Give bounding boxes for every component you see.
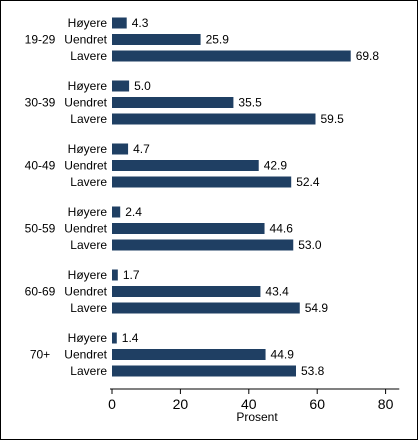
bar bbox=[112, 349, 266, 360]
bar bbox=[112, 302, 300, 314]
bar bbox=[112, 17, 127, 29]
bar-value-label: 4.3 bbox=[132, 16, 149, 30]
bar-value-label: 43.4 bbox=[265, 285, 289, 299]
bar bbox=[112, 365, 296, 377]
bar bbox=[112, 206, 121, 218]
bar bbox=[112, 143, 129, 155]
x-tick-label: 20 bbox=[173, 396, 189, 412]
bar-category-label: Høyere bbox=[68, 16, 108, 30]
bar-category-label: Lavere bbox=[70, 175, 107, 189]
bar-category-label: Uendret bbox=[64, 159, 107, 173]
bar-value-label: 1.4 bbox=[122, 331, 139, 345]
plot-area: 19-29 Høyere 4.3 Uendret 25.9 Lavere 69.8 30-39… bbox=[25, 16, 400, 412]
bar-category-label: Høyere bbox=[68, 79, 108, 93]
group-label: 50-59 bbox=[25, 222, 56, 236]
group-label: 30-39 bbox=[25, 96, 56, 110]
bar bbox=[112, 34, 201, 45]
bar bbox=[112, 223, 265, 234]
bar-value-label: 42.9 bbox=[264, 159, 288, 173]
group-label: 70+ bbox=[30, 348, 50, 362]
bar-category-label: Uendret bbox=[64, 285, 107, 299]
bar-category-label: Lavere bbox=[70, 49, 107, 63]
bar-category-label: Uendret bbox=[64, 222, 107, 236]
x-tick-label: 60 bbox=[309, 396, 325, 412]
bar-value-label: 69.8 bbox=[356, 49, 380, 63]
x-tick-label: 40 bbox=[241, 396, 257, 412]
bar-value-label: 53.8 bbox=[301, 364, 325, 378]
bar bbox=[112, 269, 118, 281]
bar-category-label: Høyere bbox=[68, 205, 108, 219]
bar-value-label: 52.4 bbox=[296, 175, 320, 189]
bar bbox=[112, 80, 130, 92]
bar bbox=[112, 50, 351, 62]
bar-category-label: Høyere bbox=[68, 331, 108, 345]
bar-value-label: 54.9 bbox=[305, 301, 329, 315]
bar bbox=[112, 176, 292, 188]
group-label: 40-49 bbox=[25, 159, 56, 173]
bar bbox=[112, 239, 294, 251]
x-axis-label: Prosent bbox=[236, 410, 278, 424]
bar-value-label: 59.5 bbox=[320, 112, 344, 126]
bar bbox=[112, 286, 261, 297]
bar-value-label: 53.0 bbox=[298, 238, 322, 252]
bar-category-label: Uendret bbox=[64, 33, 107, 47]
bar bbox=[112, 160, 259, 171]
bar-value-label: 1.7 bbox=[123, 268, 140, 282]
bar-value-label: 35.5 bbox=[238, 96, 262, 110]
bar-category-label: Lavere bbox=[70, 238, 107, 252]
x-tick-label: 80 bbox=[378, 396, 394, 412]
group-label: 60-69 bbox=[25, 285, 56, 299]
bar-value-label: 44.9 bbox=[271, 348, 295, 362]
bar-value-label: 2.4 bbox=[125, 205, 142, 219]
bar bbox=[112, 113, 316, 125]
bar-category-label: Lavere bbox=[70, 112, 107, 126]
bar-category-label: Høyere bbox=[68, 142, 108, 156]
bar-category-label: Høyere bbox=[68, 268, 108, 282]
bar bbox=[112, 97, 234, 108]
bar-value-label: 5.0 bbox=[134, 79, 151, 93]
bar bbox=[112, 332, 117, 344]
bar-category-label: Lavere bbox=[70, 364, 107, 378]
bar-category-label: Uendret bbox=[64, 348, 107, 362]
group-label: 19-29 bbox=[25, 33, 56, 47]
bar-value-label: 25.9 bbox=[206, 33, 230, 47]
x-tick-label: 0 bbox=[108, 396, 116, 412]
bar-value-label: 44.6 bbox=[270, 222, 294, 236]
bar-category-label: Uendret bbox=[64, 96, 107, 110]
bar-category-label: Lavere bbox=[70, 301, 107, 315]
bar-value-label: 4.7 bbox=[133, 142, 150, 156]
